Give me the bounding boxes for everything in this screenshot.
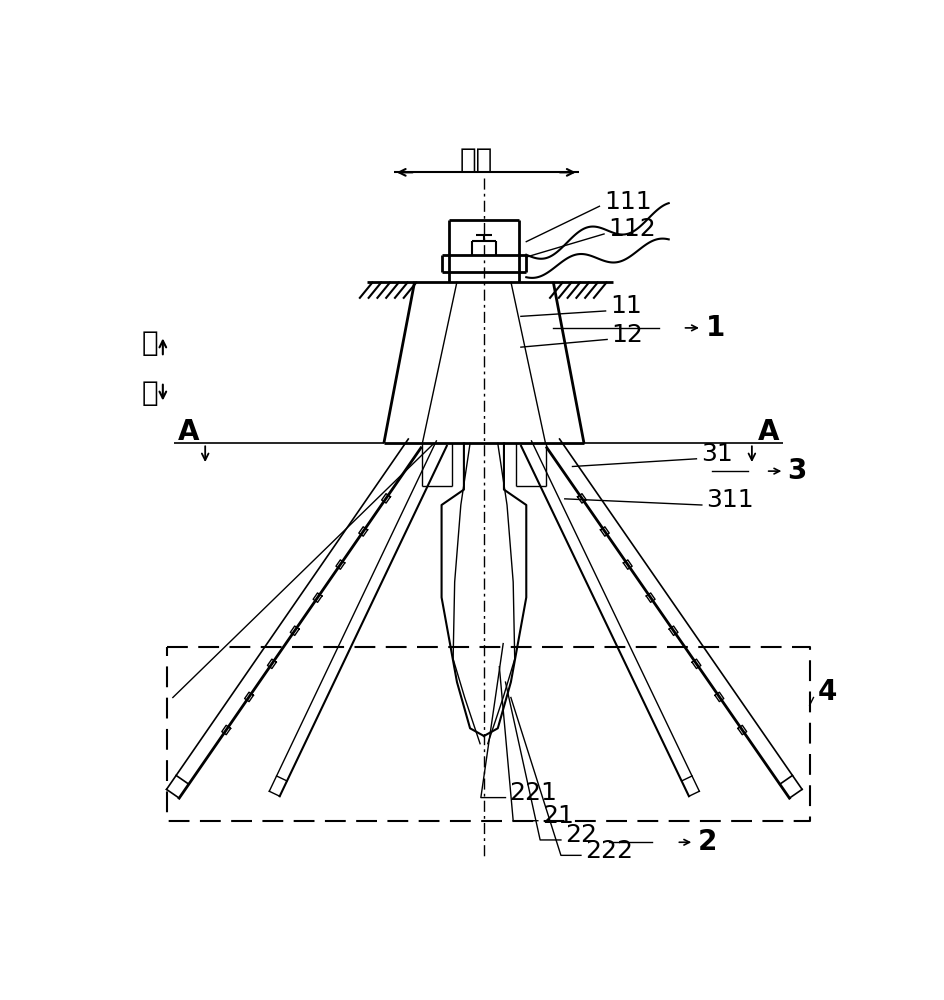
- Text: 221: 221: [509, 781, 557, 805]
- Text: 4: 4: [818, 678, 836, 706]
- Text: 12: 12: [611, 323, 643, 347]
- Text: A: A: [757, 418, 779, 446]
- Text: 31: 31: [700, 442, 732, 466]
- Text: 横向: 横向: [459, 146, 493, 174]
- Text: 11: 11: [610, 294, 641, 318]
- Text: 21: 21: [542, 804, 574, 828]
- Text: 上: 上: [142, 329, 158, 357]
- Text: 112: 112: [608, 217, 656, 241]
- Text: 22: 22: [565, 823, 597, 847]
- Text: 311: 311: [706, 488, 753, 512]
- Text: 2: 2: [698, 828, 716, 856]
- Text: 111: 111: [603, 190, 651, 214]
- Text: A: A: [177, 418, 199, 446]
- Text: 222: 222: [585, 839, 632, 863]
- Text: 3: 3: [786, 457, 806, 485]
- Text: 下: 下: [142, 379, 158, 407]
- Text: 1: 1: [705, 314, 724, 342]
